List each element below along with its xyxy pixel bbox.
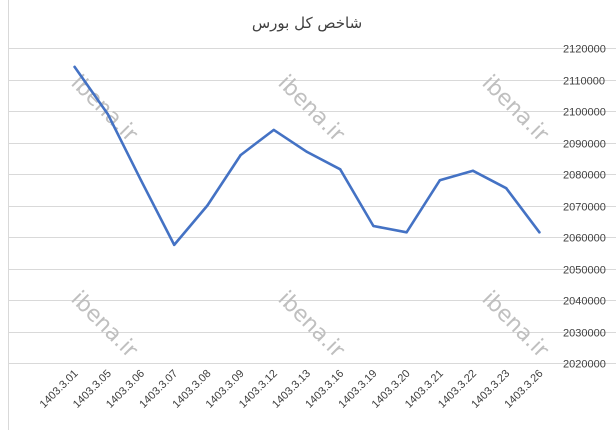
y-axis-ticks: 2020000 2030000 2040000 2050000 2060000 20700… — [563, 44, 606, 371]
y-tick-label: 2030000 — [563, 328, 606, 340]
x-axis-ticks: 1403.3.011403.3.051403.3.061403.3.071403… — [38, 368, 546, 411]
data-point — [372, 224, 375, 228]
data-point — [538, 231, 541, 234]
chart-title: شاخص کل بورس — [252, 14, 362, 32]
data-point — [471, 169, 475, 172]
y-tick-label: 2050000 — [563, 265, 606, 277]
gridlines — [8, 48, 616, 364]
watermark-text: ibena.ir — [477, 287, 554, 364]
y-tick-label: 2060000 — [563, 233, 606, 245]
y-tick-label: 2110000 — [563, 76, 605, 88]
data-point — [173, 243, 176, 247]
data-point — [73, 65, 76, 69]
data-point — [106, 112, 110, 116]
series-group — [73, 65, 541, 247]
data-point — [438, 179, 441, 182]
watermark-text: ibena.ir — [273, 287, 350, 364]
y-tick-label: 2080000 — [563, 170, 606, 182]
watermarks: ibena.ir ibena.ir ibena.ir ibena.ir iben… — [66, 71, 554, 364]
y-tick-label: 2040000 — [563, 296, 606, 308]
y-tick-label: 2100000 — [563, 107, 606, 119]
data-point — [272, 128, 275, 132]
y-tick-label: 2070000 — [563, 202, 606, 214]
data-point — [305, 150, 309, 154]
data-point — [339, 168, 342, 171]
data-point — [239, 153, 242, 157]
y-tick-label: 2020000 — [563, 359, 606, 371]
data-point — [139, 179, 143, 182]
data-point — [206, 204, 209, 207]
watermark-text: ibena.ir — [477, 71, 554, 148]
data-point — [405, 231, 408, 234]
y-tick-label: 2090000 — [563, 139, 606, 151]
data-point — [505, 187, 508, 190]
y-tick-label: 2120000 — [563, 44, 606, 56]
watermark-text: ibena.ir — [66, 287, 143, 364]
